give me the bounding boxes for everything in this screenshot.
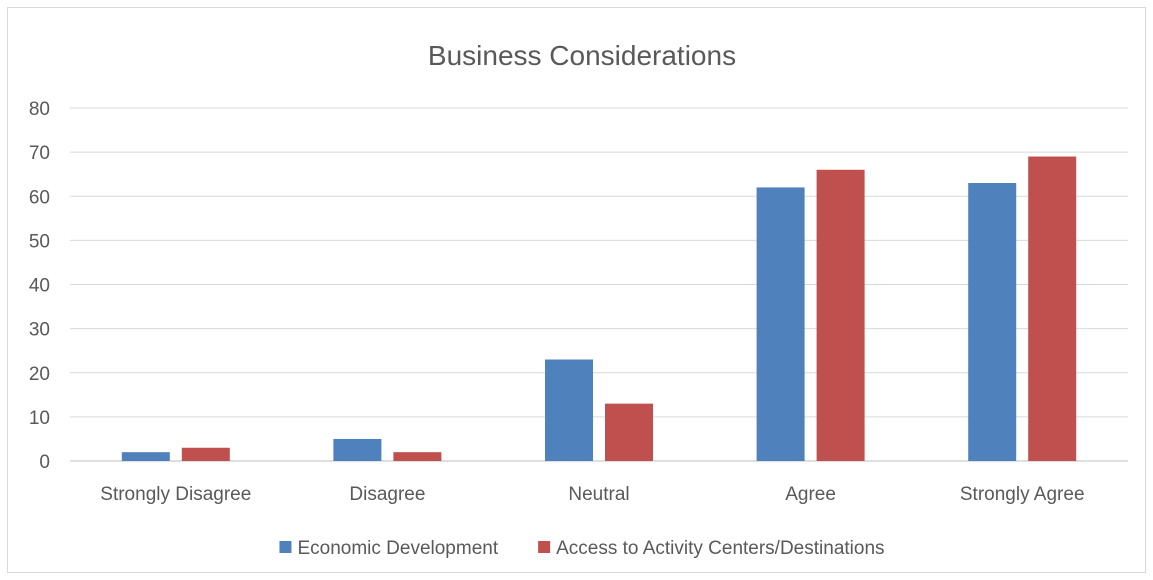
x-tick-label: Neutral	[568, 484, 629, 505]
y-tick-label: 70	[29, 143, 50, 164]
y-tick-label: 60	[29, 187, 50, 208]
y-tick-label: 40	[29, 276, 50, 297]
x-tick-label: Disagree	[349, 484, 425, 505]
x-axis-tick-labels: Strongly Disagree Disagree Neutral Agree Str…	[100, 484, 1084, 505]
legend-swatch-series-1	[279, 541, 292, 553]
y-tick-label: 20	[29, 364, 50, 385]
y-tick-label: 80	[29, 99, 50, 120]
legend-swatch-series-2	[538, 541, 551, 553]
bar-disagree-series-1	[333, 438, 382, 461]
bar-strongly-disagree-series-2	[181, 447, 230, 461]
legend: Economic Development Access to Activity C…	[279, 538, 885, 559]
y-tick-label: 30	[29, 320, 50, 341]
y-tick-label: 50	[29, 231, 50, 252]
bar-neutral-series-2	[605, 403, 653, 461]
x-tick-label: Strongly Agree	[960, 484, 1085, 505]
y-axis-tick-labels: 0 10 20 30 40 50 60 70 80	[29, 99, 50, 473]
bar-neutral-series-1	[545, 359, 593, 461]
legend-label: Access to Activity Centers/Destinations	[556, 538, 884, 559]
legend-label: Economic Development	[297, 538, 498, 559]
x-tick-label: Agree	[785, 484, 836, 505]
x-tick-label: Strongly Disagree	[100, 484, 251, 505]
bar-strongly-disagree-series-1	[121, 452, 170, 461]
y-tick-label: 0	[39, 452, 50, 473]
chart-title: Business Considerations	[428, 40, 736, 71]
bar-disagree-series-2	[393, 452, 442, 461]
bar-strongly-agree-series-2	[1028, 156, 1077, 461]
bars	[121, 156, 1077, 462]
chart-frame	[7, 7, 1146, 573]
gridlines	[70, 107, 1128, 462]
y-tick-label: 10	[29, 408, 50, 429]
bar-agree-series-2	[816, 169, 865, 461]
bar-strongly-agree-series-1	[968, 183, 1017, 461]
bar-agree-series-1	[756, 187, 805, 462]
